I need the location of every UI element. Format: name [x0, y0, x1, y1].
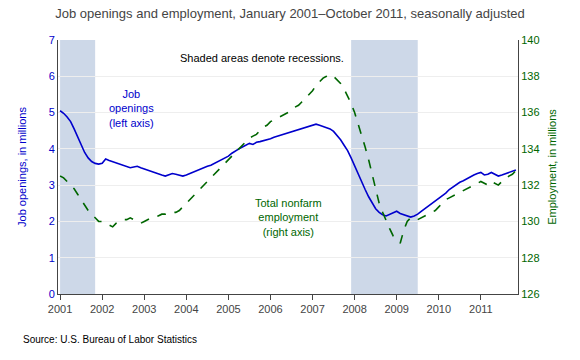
svg-text:2009: 2009	[384, 303, 408, 315]
svg-text:2003: 2003	[132, 303, 156, 315]
svg-text:136: 136	[521, 106, 539, 118]
svg-text:134: 134	[521, 143, 539, 155]
svg-text:2010: 2010	[427, 303, 451, 315]
svg-text:140: 140	[521, 34, 539, 46]
svg-text:132: 132	[521, 179, 539, 191]
svg-text:2004: 2004	[174, 303, 198, 315]
svg-text:2006: 2006	[258, 303, 282, 315]
svg-text:Total nonfarmemployment(right: Total nonfarmemployment(right axis)	[255, 197, 322, 238]
svg-text:128: 128	[521, 252, 539, 264]
svg-text:0: 0	[49, 288, 55, 300]
svg-text:130: 130	[521, 215, 539, 227]
svg-text:2001: 2001	[48, 303, 72, 315]
svg-text:Job openings and employment, J: Job openings and employment, January 200…	[55, 6, 525, 21]
svg-text:Employment, in millions: Employment, in millions	[546, 109, 558, 225]
svg-text:2011: 2011	[469, 303, 493, 315]
svg-text:2005: 2005	[216, 303, 240, 315]
svg-text:Job openings, in millions: Job openings, in millions	[16, 107, 28, 227]
svg-text:6: 6	[49, 70, 55, 82]
svg-text:3: 3	[49, 179, 55, 191]
svg-text:2007: 2007	[300, 303, 324, 315]
svg-text:2: 2	[49, 215, 55, 227]
svg-text:Jobopenings(left axis): Jobopenings(left axis)	[109, 88, 154, 129]
svg-text:4: 4	[49, 143, 55, 155]
svg-text:Shaded areas denote recessions: Shaded areas denote recessions.	[180, 52, 344, 64]
svg-text:1: 1	[49, 252, 55, 264]
svg-text:Source: U.S. Bureau of Labor S: Source: U.S. Bureau of Labor Statistics	[23, 334, 197, 345]
svg-text:5: 5	[49, 106, 55, 118]
svg-text:138: 138	[521, 70, 539, 82]
svg-text:7: 7	[49, 34, 55, 46]
svg-text:2008: 2008	[342, 303, 366, 315]
svg-text:2002: 2002	[90, 303, 114, 315]
svg-text:126: 126	[521, 288, 539, 300]
